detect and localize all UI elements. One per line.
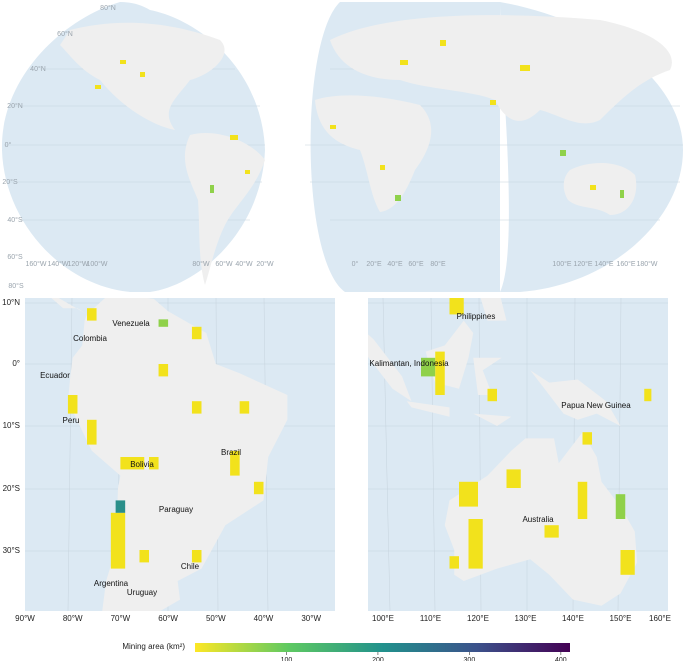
lon-label: 40°E [387,260,403,268]
place-label: Paraguay [159,505,193,514]
lat-label: 80°N [100,4,116,12]
oceania-labels: 100°E 110°E 120°E 130°E 140°E 150°E 160°E Phili… [369,312,671,623]
x-tick-label: 120°E [467,614,489,623]
x-tick-label: 30°W [301,614,321,623]
lat-label: 20°N [7,102,23,110]
place-label: Brazil [221,448,241,457]
place-label: Peru [63,416,80,425]
place-label: Venezuela [112,319,150,328]
colorbar: Mining area (km²) 100 200 300 400 [122,642,570,664]
lon-label: 100°E [552,260,571,268]
y-tick-label: 20°S [3,484,20,493]
oceania-land [368,298,638,606]
lon-label: 0° [352,260,359,268]
x-tick-label: 100°E [372,614,394,623]
lon-label: 80°W [192,260,210,268]
south-america-panel: 10°N 0° 10°S 20°S 30°S 90°W 80°W 70°W 60°W 50°W 40… [2,298,335,623]
x-tick-label: 50°W [206,614,226,623]
lat-label: 60°N [57,30,73,38]
lat-label: 20°S [2,178,18,186]
lat-label: 0° [5,141,12,149]
mining-patches-oc [421,298,652,575]
lon-label: 20°W [256,260,274,268]
lon-label: 140°E [594,260,613,268]
place-label: Colombia [73,334,107,343]
x-tick-label: 110°E [420,614,441,623]
x-tick-label: 40°W [254,614,274,623]
place-label: Uruguay [127,588,157,597]
lat-label: 80°S [8,282,24,290]
colorbar-tick-label: 300 [464,657,476,661]
x-tick-label: 80°W [63,614,83,623]
sa-labels: 10°N 0° 10°S 20°S 30°S 90°W 80°W 70°W 60°W 50°W 40… [2,298,321,623]
place-label: Australia [522,515,554,524]
x-tick-label: 70°W [111,614,131,623]
y-tick-label: 0° [12,359,20,368]
place-label: Philippines [457,312,496,321]
mining-patches-sa [67,308,264,569]
south-america [184,132,265,285]
lon-label: 60°E [408,260,424,268]
australia [563,163,637,215]
lon-label: 160°W [25,260,46,268]
y-tick-label: 10°S [3,421,20,430]
colorbar-tick-label: 100 [281,657,293,661]
lon-label: 40°W [235,260,253,268]
place-label: Ecuador [40,371,70,380]
africa [315,95,432,212]
lon-label: 180°W [636,260,657,268]
place-label: Kalimantan, Indonesia [369,359,449,368]
lat-label: 40°S [7,216,23,224]
y-tick-label: 10°N [2,298,20,307]
x-tick-label: 150°E [610,614,632,623]
x-tick-label: 90°W [15,614,35,623]
colorbar-tick-label: 400 [555,657,567,661]
x-tick-label: 160°E [649,614,671,623]
lat-label: 40°N [30,65,46,73]
place-label: Chile [181,562,200,571]
lon-label: 120°E [573,260,592,268]
lon-label: 120°W [67,260,88,268]
place-label: Papua New Guinea [561,401,631,410]
mining-patches-world [95,40,624,201]
lon-label: 80°E [430,260,446,268]
place-label: Bolivia [130,460,154,469]
x-tick-label: 140°E [562,614,584,623]
lon-label: 20°E [366,260,382,268]
lon-label: 140°W [47,260,68,268]
lon-label: 100°W [86,260,107,268]
colorbar-tick-label: 200 [372,657,384,661]
lon-label: 60°W [215,260,233,268]
place-label: Argentina [94,579,129,588]
colorbar-title: Mining area (km²) [122,642,185,651]
x-tick-label: 130°E [515,614,537,623]
oceania-panel: 100°E 110°E 120°E 130°E 140°E 150°E 160°E Phili… [368,298,671,623]
lon-label: 160°E [616,260,635,268]
colorbar-gradient [195,643,570,652]
lat-label: 60°S [7,253,23,261]
eurasia [330,15,672,124]
x-tick-label: 60°W [158,614,178,623]
south-america-land [51,298,288,611]
y-tick-label: 30°S [3,546,20,555]
